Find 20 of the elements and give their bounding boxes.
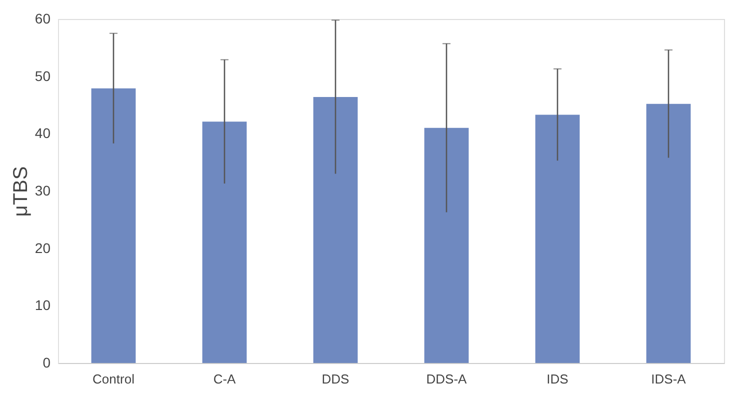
y-tick-label: 0 — [42, 354, 51, 370]
x-tick-label: Control — [92, 372, 135, 386]
y-axis-title: μTBS — [10, 166, 32, 217]
bar — [535, 114, 580, 363]
bar — [646, 104, 691, 363]
x-tick-label: DDS-A — [426, 372, 468, 386]
y-tick-label: 50 — [34, 68, 51, 84]
x-tick-label: IDS — [546, 372, 569, 386]
y-tick-label: 10 — [34, 297, 51, 314]
y-tick-label: 40 — [34, 125, 51, 142]
y-tick-label: 20 — [34, 240, 51, 256]
x-tick-label: DDS — [322, 372, 350, 386]
bar — [202, 122, 247, 363]
bar — [313, 96, 358, 363]
x-tick-label: IDS-A — [651, 372, 686, 386]
x-tick-label: C-A — [213, 372, 236, 386]
y-tick-label: 60 — [34, 10, 51, 26]
bar — [424, 128, 469, 363]
bar — [91, 88, 136, 363]
y-tick-label: 30 — [34, 182, 51, 198]
